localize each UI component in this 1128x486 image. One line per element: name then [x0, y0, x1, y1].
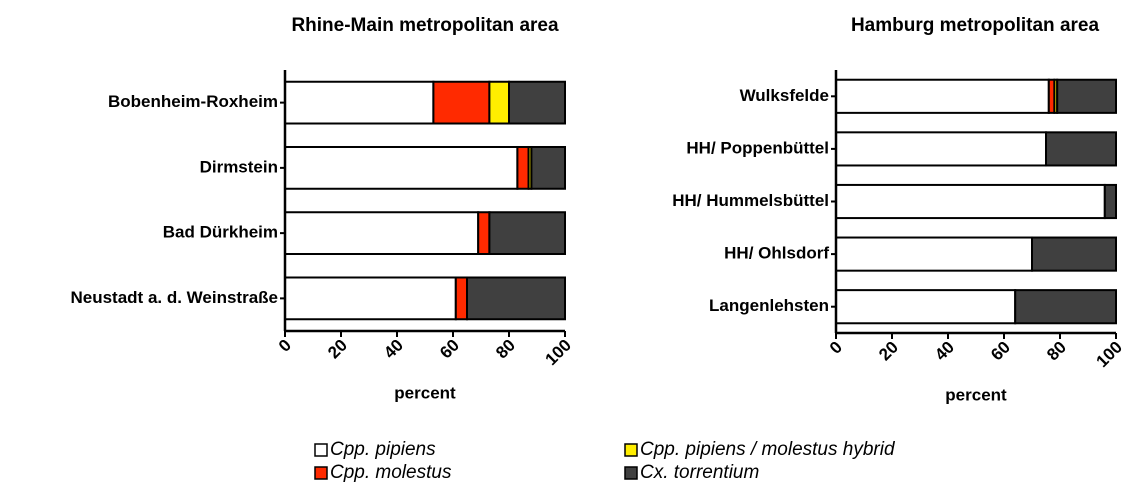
legend-swatch: [314, 466, 328, 480]
bar-segment: [1056, 78, 1117, 114]
bar-segment: [516, 145, 530, 190]
legend-label: Cx. torrentium: [640, 462, 759, 483]
y-tick-label: Bobenheim-Roxheim: [108, 92, 278, 111]
bar-segment: [488, 211, 566, 256]
legend-label: Cpp. molestus: [330, 462, 452, 483]
bar-segment: [432, 80, 491, 125]
bar-segment: [284, 145, 519, 190]
legend-swatch: [624, 466, 638, 480]
x-tick-label: 40: [380, 336, 407, 363]
x-tick-label: 20: [324, 336, 351, 363]
bar-segment: [508, 80, 566, 125]
y-tick-label: HH/ Ohlsdorf: [724, 244, 829, 263]
bar-segment: [284, 276, 457, 321]
x-tick-label: 80: [1043, 338, 1070, 365]
bar-segment: [284, 211, 480, 256]
bar-segment: [1031, 236, 1117, 272]
y-tick-label: Langenlehsten: [709, 296, 829, 315]
x-tick-label: 0: [275, 336, 295, 356]
x-tick-label: 100: [1093, 338, 1126, 371]
bar-segment: [466, 276, 566, 321]
bar-segment: [835, 183, 1106, 220]
y-tick-label: Dirmstein: [200, 157, 278, 176]
bar-segment: [477, 211, 491, 256]
x-tick-label: 100: [542, 336, 575, 369]
bar-segment: [835, 78, 1050, 114]
bar-segment: [835, 236, 1033, 272]
y-tick-label: Bad Dürkheim: [163, 223, 278, 242]
y-tick-label: HH/ Hummelsbüttel: [672, 191, 829, 210]
bar-segment: [835, 289, 1017, 325]
bar-segment: [530, 145, 567, 190]
x-tick-label: 60: [987, 338, 1014, 365]
legend-label: Cpp. pipiens: [330, 439, 436, 460]
legend-label: Cpp. pipiens / molestus hybrid: [640, 439, 896, 460]
bar-segment: [1045, 131, 1117, 167]
bar-segment: [488, 80, 510, 125]
bar-segment: [284, 80, 435, 125]
x-axis-label: percent: [945, 385, 1007, 404]
legend-swatch: [624, 443, 638, 457]
x-tick-label: 60: [436, 336, 463, 363]
bar-segment: [1014, 289, 1118, 325]
bar-segment: [1103, 183, 1118, 220]
y-tick-label: Wulksfelde: [740, 86, 829, 105]
x-tick-label: 40: [931, 338, 958, 365]
chart-title: Rhine-Main metropolitan area: [291, 15, 559, 36]
x-tick-label: 80: [492, 336, 519, 363]
bar-segment: [835, 131, 1047, 167]
x-tick-label: 0: [826, 338, 846, 358]
x-axis-label: percent: [394, 383, 456, 402]
y-tick-label: HH/ Poppenbüttel: [686, 138, 829, 157]
y-tick-label: Neustadt a. d. Weinstraße: [70, 288, 278, 307]
chart-title: Hamburg metropolitan area: [851, 15, 1100, 36]
legend-swatch: [314, 443, 328, 457]
bar-segment: [454, 276, 468, 321]
x-tick-label: 20: [875, 338, 902, 365]
